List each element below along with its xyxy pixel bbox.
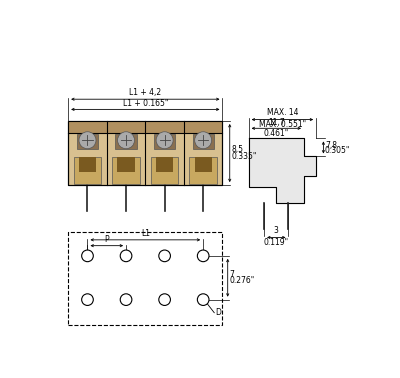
Bar <box>156 157 173 172</box>
Bar <box>194 157 212 172</box>
Circle shape <box>120 250 132 262</box>
Bar <box>74 157 101 184</box>
Bar <box>79 157 96 172</box>
Circle shape <box>159 294 170 305</box>
Text: 0.119": 0.119" <box>264 238 289 247</box>
Bar <box>154 134 175 149</box>
Text: MAX. 0.551": MAX. 0.551" <box>259 120 306 129</box>
Text: L1 + 4,2: L1 + 4,2 <box>129 88 161 97</box>
Text: 0.276": 0.276" <box>230 276 255 285</box>
Circle shape <box>82 250 93 262</box>
Text: L1 + 0.165": L1 + 0.165" <box>123 99 168 108</box>
Circle shape <box>195 132 212 149</box>
Circle shape <box>79 132 96 149</box>
Bar <box>118 157 135 172</box>
Bar <box>151 157 178 184</box>
Bar <box>68 232 222 325</box>
Text: 7,8: 7,8 <box>325 141 337 150</box>
Text: 11,7: 11,7 <box>268 118 285 127</box>
Circle shape <box>159 250 170 262</box>
Text: 3: 3 <box>274 226 279 235</box>
Bar <box>192 134 214 149</box>
Bar <box>77 134 98 149</box>
Circle shape <box>82 294 93 305</box>
Bar <box>68 121 222 185</box>
Text: L1: L1 <box>141 229 150 238</box>
Circle shape <box>118 132 134 149</box>
Text: P: P <box>104 235 109 244</box>
Circle shape <box>156 132 173 149</box>
Bar <box>68 121 222 185</box>
Text: D: D <box>216 308 222 317</box>
Bar <box>116 134 137 149</box>
Bar <box>68 121 222 133</box>
Text: 8,5: 8,5 <box>231 145 243 154</box>
Circle shape <box>197 250 209 262</box>
Circle shape <box>120 294 132 305</box>
Text: 7: 7 <box>230 270 235 279</box>
Bar <box>112 157 140 184</box>
Bar <box>189 157 217 184</box>
Text: 0.335": 0.335" <box>231 152 256 161</box>
Text: MAX. 14: MAX. 14 <box>267 108 298 117</box>
Circle shape <box>197 294 209 305</box>
Polygon shape <box>249 138 316 203</box>
Text: 0.461": 0.461" <box>264 129 289 138</box>
Text: 0.305": 0.305" <box>325 146 350 155</box>
